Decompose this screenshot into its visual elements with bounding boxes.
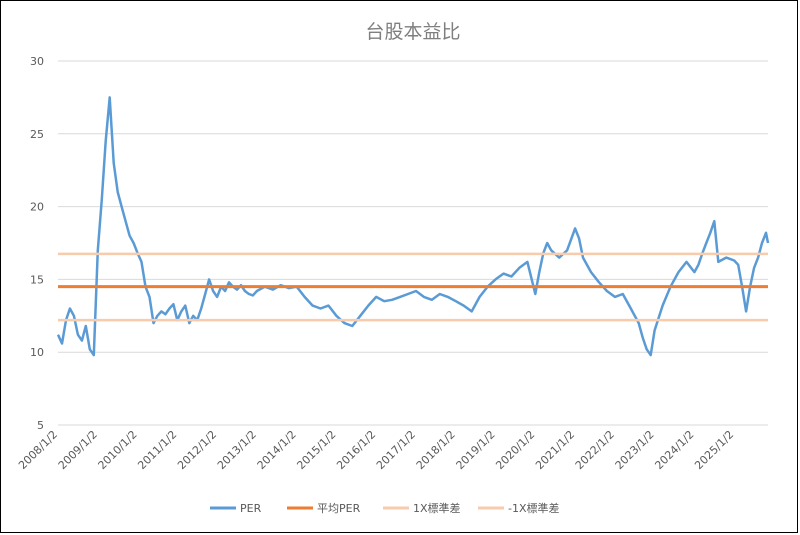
- x-tick-label: 2025/1/2: [692, 428, 736, 472]
- series-lines: [56, 96, 770, 357]
- x-tick-label: 2020/1/2: [493, 428, 537, 472]
- y-tick-label: 20: [30, 201, 44, 214]
- y-axis-ticks: 5 10 15 20 25 30: [30, 55, 44, 432]
- legend-label: 平均PER: [317, 502, 361, 515]
- legend-label: 1X標準差: [413, 501, 461, 515]
- legend: PER 平均PER 1X標準差 -1X標準差: [210, 501, 560, 515]
- chart-title: 台股本益比: [365, 21, 460, 43]
- y-tick-label: 30: [30, 55, 44, 68]
- x-tick-label: 2018/1/2: [414, 428, 458, 472]
- x-axis-ticks: 2008/1/22009/1/22010/1/22011/1/22012/1/2…: [16, 428, 736, 472]
- x-tick-label: 2011/1/2: [135, 428, 179, 472]
- x-tick-label: 2022/1/2: [573, 428, 617, 472]
- series-line-per: [56, 96, 770, 357]
- y-tick-label: 5: [37, 419, 44, 432]
- y-tick-label: 10: [30, 346, 44, 359]
- x-tick-label: 2013/1/2: [215, 428, 259, 472]
- x-tick-label: 2015/1/2: [294, 428, 338, 472]
- x-tick-label: 2008/1/2: [16, 428, 60, 472]
- x-tick-label: 2009/1/2: [56, 428, 100, 472]
- x-tick-label: 2024/1/2: [652, 428, 696, 472]
- x-tick-label: 2012/1/2: [175, 428, 219, 472]
- x-tick-label: 2017/1/2: [374, 428, 418, 472]
- x-tick-label: 2023/1/2: [613, 428, 657, 472]
- x-tick-label: 2014/1/2: [255, 428, 299, 472]
- legend-label: -1X標準差: [508, 501, 560, 515]
- x-tick-label: 2019/1/2: [454, 428, 498, 472]
- x-tick-label: 2016/1/2: [334, 428, 378, 472]
- grid-lines: [58, 60, 768, 426]
- y-tick-label: 15: [30, 273, 44, 286]
- x-tick-label: 2010/1/2: [96, 428, 140, 472]
- x-tick-label: 2021/1/2: [533, 428, 577, 472]
- legend-label: PER: [240, 502, 262, 515]
- y-tick-label: 25: [30, 128, 44, 141]
